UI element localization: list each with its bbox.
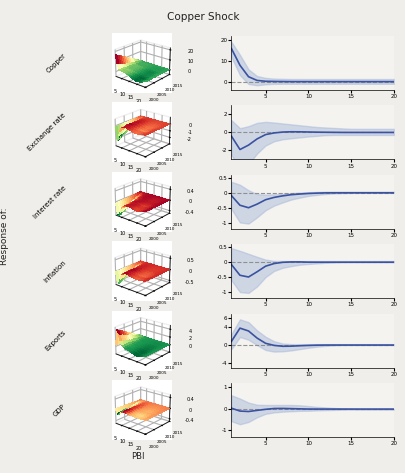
Text: Inflation: Inflation [42, 259, 67, 283]
Text: Exports: Exports [44, 329, 67, 352]
Text: Interest rate: Interest rate [32, 184, 67, 219]
Text: PBI: PBI [131, 452, 145, 461]
Text: GDP: GDP [52, 403, 67, 417]
Text: Response of:: Response of: [0, 208, 9, 265]
Text: Copper Shock: Copper Shock [166, 12, 239, 22]
Text: Exchange rate: Exchange rate [27, 113, 67, 152]
Text: Copper: Copper [45, 52, 67, 74]
